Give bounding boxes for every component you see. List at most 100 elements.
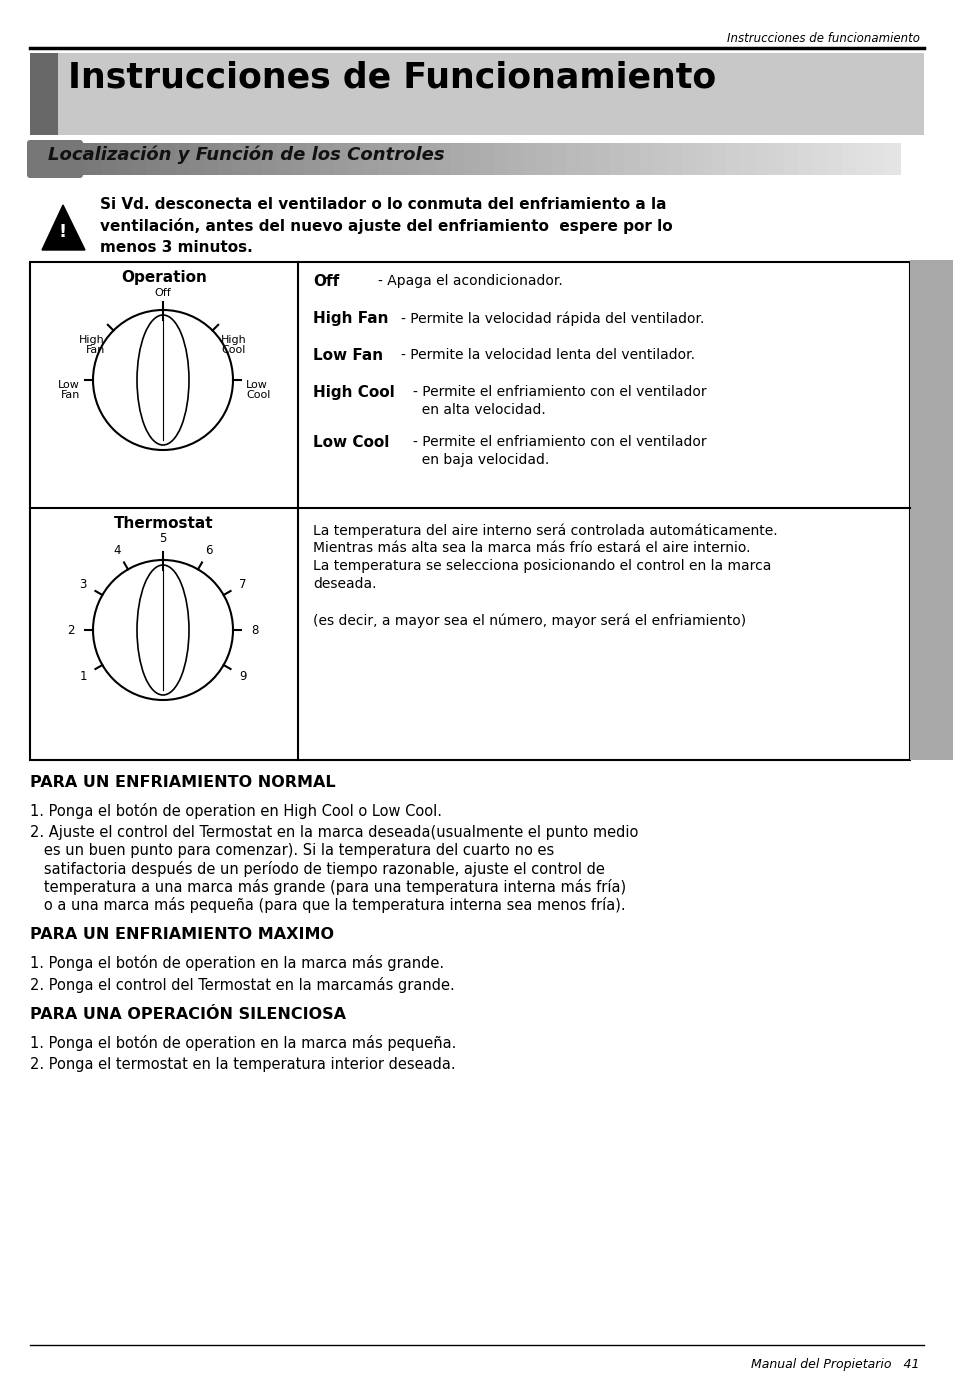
FancyBboxPatch shape [407, 143, 422, 175]
Text: 1. Ponga el botón de operation en la marca más grande.: 1. Ponga el botón de operation en la mar… [30, 956, 444, 971]
FancyBboxPatch shape [27, 140, 83, 178]
FancyBboxPatch shape [508, 143, 523, 175]
Text: Off: Off [154, 288, 172, 298]
Text: Instrucciones de Funcionamiento: Instrucciones de Funcionamiento [68, 60, 716, 94]
FancyBboxPatch shape [160, 143, 175, 175]
Ellipse shape [137, 315, 189, 445]
Ellipse shape [92, 311, 233, 450]
FancyBboxPatch shape [262, 143, 277, 175]
Text: La temperatura del aire interno será controlada automáticamente.: La temperatura del aire interno será con… [313, 523, 777, 537]
FancyBboxPatch shape [624, 143, 639, 175]
FancyBboxPatch shape [363, 143, 378, 175]
Text: 8: 8 [251, 624, 258, 637]
FancyBboxPatch shape [88, 143, 103, 175]
Text: !: ! [59, 222, 67, 241]
Text: Low
Cool: Low Cool [246, 379, 270, 400]
Text: 5: 5 [159, 532, 167, 544]
FancyBboxPatch shape [522, 143, 537, 175]
FancyBboxPatch shape [711, 143, 726, 175]
FancyBboxPatch shape [218, 143, 233, 175]
Text: en baja velocidad.: en baja velocidad. [413, 453, 549, 467]
FancyBboxPatch shape [494, 143, 509, 175]
FancyBboxPatch shape [812, 143, 827, 175]
Text: High Cool: High Cool [313, 385, 395, 400]
Text: 3: 3 [79, 578, 87, 590]
Text: Low
Fan: Low Fan [58, 379, 80, 400]
Text: Low Fan: Low Fan [313, 348, 383, 362]
Ellipse shape [92, 560, 233, 700]
FancyBboxPatch shape [377, 143, 393, 175]
FancyBboxPatch shape [783, 143, 799, 175]
FancyBboxPatch shape [59, 143, 74, 175]
FancyBboxPatch shape [73, 143, 89, 175]
FancyBboxPatch shape [653, 143, 668, 175]
FancyBboxPatch shape [580, 143, 596, 175]
FancyBboxPatch shape [909, 260, 953, 760]
Text: High
Cool: High Cool [221, 334, 247, 355]
Text: 1. Ponga el botón de operation en High Cool o Low Cool.: 1. Ponga el botón de operation en High C… [30, 803, 441, 818]
FancyBboxPatch shape [740, 143, 755, 175]
FancyBboxPatch shape [132, 143, 147, 175]
FancyBboxPatch shape [30, 53, 923, 134]
FancyBboxPatch shape [870, 143, 885, 175]
Text: High Fan: High Fan [313, 311, 388, 326]
FancyBboxPatch shape [826, 143, 842, 175]
Text: 1. Ponga el botón de operation en la marca más pequeña.: 1. Ponga el botón de operation en la mar… [30, 1035, 456, 1051]
Text: PARA UN ENFRIAMIENTO NORMAL: PARA UN ENFRIAMIENTO NORMAL [30, 775, 335, 790]
FancyBboxPatch shape [146, 143, 161, 175]
Text: 2. Ajuste el control del Termostat en la marca deseada(usualmente el punto medio: 2. Ajuste el control del Termostat en la… [30, 825, 638, 839]
FancyBboxPatch shape [552, 143, 567, 175]
FancyBboxPatch shape [421, 143, 436, 175]
FancyBboxPatch shape [117, 143, 132, 175]
Text: 6: 6 [205, 544, 213, 557]
FancyBboxPatch shape [305, 143, 320, 175]
Text: Manual del Propietario   41: Manual del Propietario 41 [751, 1358, 919, 1371]
Text: Mientras más alta sea la marca más frío estará el aire internio.: Mientras más alta sea la marca más frío … [313, 541, 750, 555]
Text: Thermostat: Thermostat [114, 516, 213, 532]
Text: o a una marca más pequeña (para que la temperatura interna sea menos fría).: o a una marca más pequeña (para que la t… [30, 897, 625, 914]
FancyBboxPatch shape [841, 143, 857, 175]
FancyBboxPatch shape [204, 143, 219, 175]
FancyBboxPatch shape [45, 143, 60, 175]
FancyBboxPatch shape [291, 143, 306, 175]
FancyBboxPatch shape [349, 143, 364, 175]
Text: Localización y Función de los Controles: Localización y Función de los Controles [48, 145, 444, 165]
FancyBboxPatch shape [884, 143, 900, 175]
FancyBboxPatch shape [30, 53, 58, 134]
Text: - Permite la velocidad lenta del ventilador.: - Permite la velocidad lenta del ventila… [400, 348, 695, 362]
FancyBboxPatch shape [174, 143, 191, 175]
Text: Low Cool: Low Cool [313, 435, 389, 450]
Text: 2. Ponga el control del Termostat en la marcamás grande.: 2. Ponga el control del Termostat en la … [30, 977, 455, 993]
FancyBboxPatch shape [464, 143, 480, 175]
FancyBboxPatch shape [102, 143, 118, 175]
FancyBboxPatch shape [190, 143, 205, 175]
FancyBboxPatch shape [856, 143, 871, 175]
FancyBboxPatch shape [754, 143, 770, 175]
Text: temperatura a una marca más grande (para una temperatura interna más fría): temperatura a una marca más grande (para… [30, 879, 625, 895]
FancyBboxPatch shape [319, 143, 335, 175]
FancyBboxPatch shape [479, 143, 495, 175]
Text: 2: 2 [67, 624, 74, 637]
FancyBboxPatch shape [30, 143, 46, 175]
Text: - Permite el enfriamiento con el ventilador: - Permite el enfriamiento con el ventila… [413, 435, 706, 449]
Text: Operation: Operation [121, 270, 207, 285]
FancyBboxPatch shape [392, 143, 408, 175]
FancyBboxPatch shape [697, 143, 712, 175]
Text: deseada.: deseada. [313, 576, 376, 590]
FancyBboxPatch shape [566, 143, 581, 175]
Text: Instrucciones de funcionamiento: Instrucciones de funcionamiento [726, 32, 919, 45]
FancyBboxPatch shape [537, 143, 553, 175]
FancyBboxPatch shape [681, 143, 698, 175]
FancyBboxPatch shape [233, 143, 248, 175]
Text: es un buen punto para comenzar). Si la temperatura del cuarto no es: es un buen punto para comenzar). Si la t… [30, 844, 554, 858]
FancyBboxPatch shape [798, 143, 813, 175]
Text: PARA UNA OPERACIÓN SILENCIOSA: PARA UNA OPERACIÓN SILENCIOSA [30, 1007, 346, 1023]
Text: (es decir, a mayor sea el número, mayor será el enfriamiento): (es decir, a mayor sea el número, mayor … [313, 613, 745, 628]
Text: Si Vd. desconecta el ventilador o lo conmuta del enfriamiento a la
ventilación, : Si Vd. desconecta el ventilador o lo con… [100, 197, 672, 256]
Text: - Permite la velocidad rápida del ventilador.: - Permite la velocidad rápida del ventil… [400, 311, 703, 326]
Text: High
Fan: High Fan [79, 334, 105, 355]
FancyBboxPatch shape [725, 143, 740, 175]
Text: La temperatura se selecciona posicionando el control en la marca: La temperatura se selecciona posicionand… [313, 560, 771, 574]
Text: PARA UN ENFRIAMIENTO MAXIMO: PARA UN ENFRIAMIENTO MAXIMO [30, 928, 334, 942]
Text: 4: 4 [113, 544, 121, 557]
